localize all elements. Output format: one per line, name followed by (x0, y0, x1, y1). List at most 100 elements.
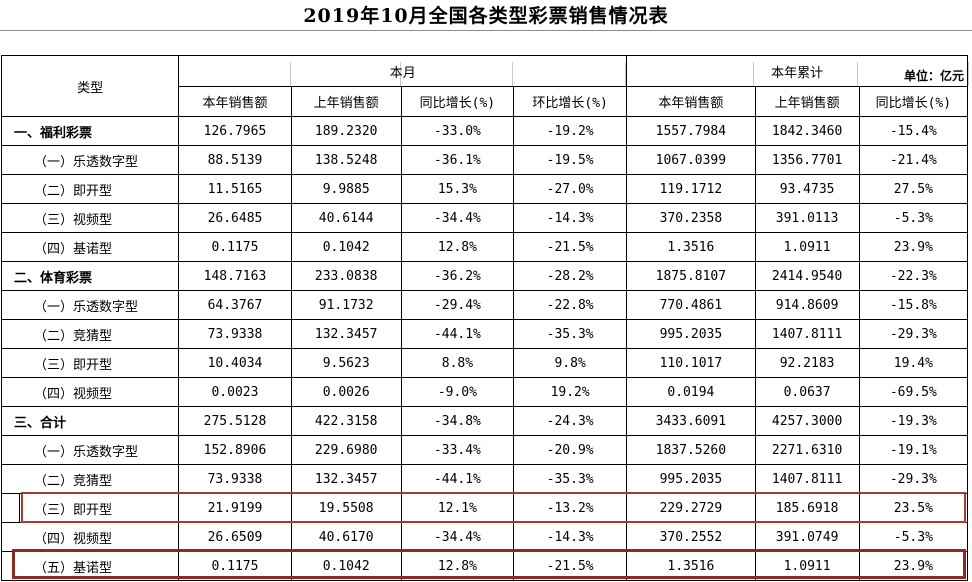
row-label: （一）乐透数字型 (0, 145, 180, 175)
cell-value: -19.2% (513, 116, 628, 146)
cell-value: -44.1% (400, 464, 515, 494)
cell-value: 110.1017 (626, 348, 756, 378)
cell-value: 1407.8111 (754, 319, 860, 349)
cell-value: -35.3% (513, 319, 628, 349)
row14-left-tick (19, 493, 20, 523)
header-month-prevsales: 上年销售额 (290, 86, 402, 117)
cell-value: 23.5% (858, 493, 969, 523)
cell-value: 26.6509 (178, 522, 292, 552)
header-ytd-prevsales: 上年销售额 (754, 86, 860, 117)
cell-value: 0.0637 (754, 377, 860, 407)
cell-value: 21.9199 (178, 493, 292, 523)
cell-value: 370.2552 (626, 522, 756, 552)
cell-value: 185.6918 (754, 493, 860, 523)
cell-value: 19.2% (513, 377, 628, 407)
table-row: （五）基诺型 0.1175 0.1042 12.8% -21.5% 1.3516 1.091… (0, 551, 969, 581)
cell-value: 93.4735 (754, 174, 860, 204)
cell-value: 1837.5260 (626, 435, 756, 465)
table-row: （一）乐透数字型 88.5139 138.5248 -36.1% -19.5% 1067.… (0, 145, 969, 175)
table-row: （一）乐透数字型 64.3767 91.1732 -29.4% -22.8% 770.48… (0, 290, 969, 320)
row-label: 三、合计 (0, 406, 180, 436)
table-row: 二、体育彩票 148.7163 233.0838 -36.2% -28.2% 1875.8… (0, 261, 969, 291)
cell-value: -22.8% (513, 290, 628, 320)
cell-value: -34.4% (400, 203, 515, 233)
unit-row: 单位：亿元 (0, 30, 972, 86)
cell-value: 152.8906 (178, 435, 292, 465)
cell-value: 995.2035 (626, 464, 756, 494)
header-month-group: 本月 (178, 55, 628, 87)
cell-value: 3433.6091 (626, 406, 756, 436)
cell-value: 88.5139 (178, 145, 292, 175)
cell-value: 132.3457 (290, 319, 402, 349)
sales-table: 类型 本月 本年累计 本年销售额 上年销售额 同比增长(%) 环比增长(%) 本… (0, 55, 969, 581)
cell-value: 126.7965 (178, 116, 292, 146)
cell-value: 9.8% (513, 348, 628, 378)
cell-value: 12.8% (400, 232, 515, 262)
cell-value: 132.3457 (290, 464, 402, 494)
cell-value: 391.0749 (754, 522, 860, 552)
cell-value: -29.3% (858, 464, 969, 494)
header-month-yoy: 同比增长(%) (400, 86, 515, 117)
cell-value: 8.8% (400, 348, 515, 378)
cell-value: 2414.9540 (754, 261, 860, 291)
table-row: （三）视频型 26.6485 40.6144 -34.4% -14.3% 370.2358… (0, 203, 969, 233)
page-title: 2019年10月全国各类型彩票销售情况表 (303, 5, 669, 27)
cell-value: -14.3% (513, 203, 628, 233)
header-month-cursales: 本年销售额 (178, 86, 292, 117)
header-ytd-group: 本年累计 (626, 55, 968, 87)
cell-value: 10.4034 (178, 348, 292, 378)
cell-value: 229.2729 (626, 493, 756, 523)
row-label: （四）视频型 (0, 377, 180, 407)
cell-value: 233.0838 (290, 261, 402, 291)
cell-value: 0.1175 (178, 232, 292, 262)
cell-value: 91.1732 (290, 290, 402, 320)
cell-value: 92.2183 (754, 348, 860, 378)
cell-value: -21.5% (513, 551, 628, 581)
cell-value: -33.0% (400, 116, 515, 146)
table-row: （四）视频型 0.0023 0.0026 -9.0% 19.2% 0.0194 0.0637… (0, 377, 969, 407)
cell-value: -20.9% (513, 435, 628, 465)
cell-value: 1067.0399 (626, 145, 756, 175)
header-type: 类型 (0, 55, 180, 117)
cell-value: 40.6170 (290, 522, 402, 552)
table-row: 三、合计 275.5128 422.3158 -34.8% -24.3% 3433.609… (0, 406, 969, 436)
cell-value: 15.3% (400, 174, 515, 204)
table-row: 一、福利彩票 126.7965 189.2320 -33.0% -19.2% 1557.7… (0, 116, 969, 146)
row-label: （二）竞猜型 (0, 464, 180, 494)
cell-value: 40.6144 (290, 203, 402, 233)
cell-value: 0.0194 (626, 377, 756, 407)
cell-value: 19.4% (858, 348, 969, 378)
cell-value: -27.0% (513, 174, 628, 204)
cell-value: 26.6485 (178, 203, 292, 233)
cell-value: 914.8609 (754, 290, 860, 320)
cell-value: -19.5% (513, 145, 628, 175)
cell-value: -22.3% (858, 261, 969, 291)
cell-value: 1356.7701 (754, 145, 860, 175)
cell-value: -21.4% (858, 145, 969, 175)
cell-value: 27.5% (858, 174, 969, 204)
cell-value: -34.4% (400, 522, 515, 552)
cell-value: -5.3% (858, 203, 969, 233)
cell-value: 995.2035 (626, 319, 756, 349)
cell-value: -19.1% (858, 435, 969, 465)
header-ytd-cursales: 本年销售额 (626, 86, 756, 117)
header-month-mom: 环比增长(%) (513, 86, 628, 117)
cell-value: -15.4% (858, 116, 969, 146)
cell-value: -35.3% (513, 464, 628, 494)
cell-value: 189.2320 (290, 116, 402, 146)
cell-value: 23.9% (858, 551, 969, 581)
cell-value: -13.2% (513, 493, 628, 523)
cell-value: 12.1% (400, 493, 515, 523)
cell-value: -34.8% (400, 406, 515, 436)
row-label: （三）即开型 (0, 348, 180, 378)
header-ytd-yoy: 同比增长(%) (858, 86, 969, 117)
cell-value: 11.5165 (178, 174, 292, 204)
cell-value: 770.4861 (626, 290, 756, 320)
table-row: （三）即开型 21.9199 19.5508 12.1% -13.2% 229.2729 1… (0, 493, 969, 523)
cell-value: -33.4% (400, 435, 515, 465)
cell-value: 4257.3000 (754, 406, 860, 436)
row-label: （四）视频型 (0, 522, 180, 552)
cell-value: 9.5623 (290, 348, 402, 378)
cell-value: 0.1175 (178, 551, 292, 581)
